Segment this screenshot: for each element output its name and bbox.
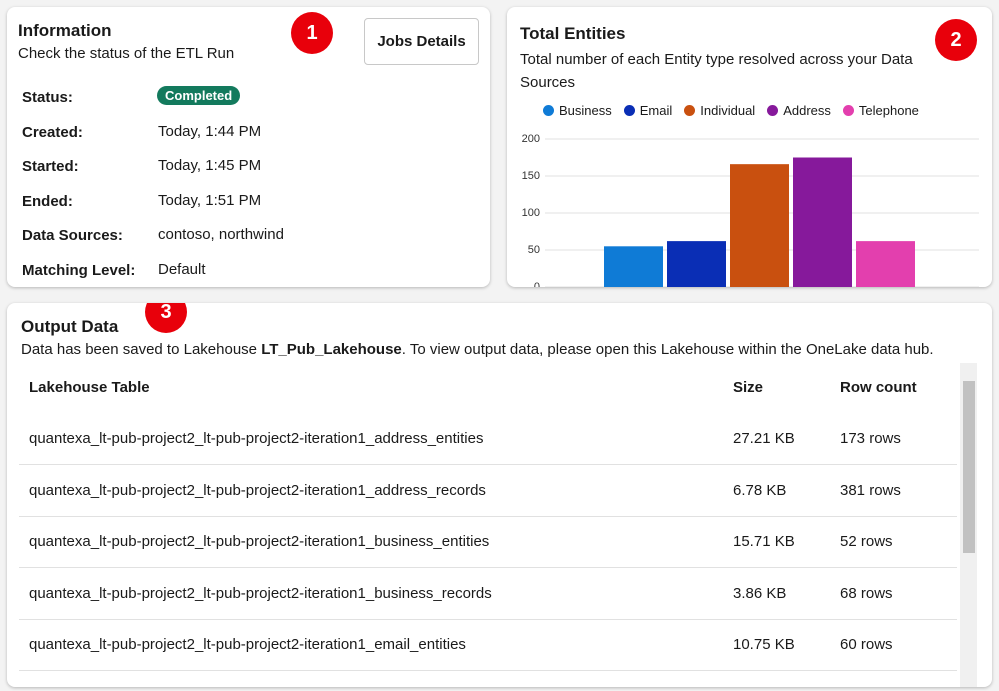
field-label: Ended: xyxy=(22,192,73,210)
table-row: quantexa_lt-pub-project2_lt-pub-project2… xyxy=(19,568,957,620)
chart-card: Total Entities Total number of each Enti… xyxy=(507,7,992,287)
field-label: Created: xyxy=(22,123,83,141)
column-header: Row count xyxy=(840,379,917,396)
chart: 0 50 100 150 200 xyxy=(522,133,979,287)
chart-title: Total Entities xyxy=(520,24,626,43)
legend-label: Telephone xyxy=(858,103,919,118)
table-cell: quantexa_lt-pub-project2_lt-pub-project2… xyxy=(29,481,486,499)
bar xyxy=(604,246,663,287)
output-description: Data has been saved to Lakehouse LT_Pub_… xyxy=(21,341,934,358)
y-tick-label: 0 xyxy=(534,281,540,287)
field-value: Default xyxy=(158,260,206,278)
legend-label: Individual xyxy=(700,103,756,118)
field-label: Matching Level: xyxy=(22,261,136,279)
output-card: Output Data 3 Data has been saved to Lak… xyxy=(7,303,992,687)
info-card: Information Check the status of the ETL … xyxy=(7,7,490,287)
table-cell: quantexa_lt-pub-project2_lt-pub-project2… xyxy=(29,584,492,602)
scrollbar[interactable] xyxy=(960,363,977,687)
field-value: Today, 1:44 PM xyxy=(158,122,262,140)
legend-item: Business xyxy=(543,103,612,118)
text: Data has been saved to Lakehouse xyxy=(21,341,262,358)
field-label: Started: xyxy=(22,158,79,175)
table-row: quantexa_lt-pub-project2_lt-pub-project2… xyxy=(19,465,957,517)
legend: Business Email Individual Address Telephone xyxy=(543,103,919,118)
legend-label: Email xyxy=(639,103,673,118)
field-value: Today, 1:45 PM xyxy=(158,157,262,174)
field-value: contoso, northwind xyxy=(158,226,284,243)
legend-swatch xyxy=(842,105,854,116)
y-tick-label: 150 xyxy=(522,170,540,182)
table-cell: 52 rows xyxy=(840,533,893,550)
output-title: Output Data xyxy=(21,317,119,336)
legend-swatch xyxy=(543,105,554,116)
column-header: Size xyxy=(733,379,764,396)
table-cell: quantexa_lt-pub-project2_lt-pub-project2… xyxy=(29,430,484,447)
table-cell: 10.75 KB xyxy=(733,636,795,653)
table-cell: 27.21 KB xyxy=(733,430,795,447)
info-subtitle: Check the status of the ETL Run xyxy=(18,45,235,62)
bar xyxy=(667,241,726,287)
table-row: quantexa_lt-pub-project2_lt-pub-project2… xyxy=(19,516,957,568)
legend-swatch xyxy=(767,105,779,116)
table-cell: 173 rows xyxy=(840,430,901,447)
lakehouse-name: LT_Pub_Lakehouse xyxy=(261,341,402,358)
table-row: quantexa_lt-pub-project2_lt-pub-project2… xyxy=(19,413,957,465)
field-label: Status: xyxy=(22,89,73,106)
field-value: Completed xyxy=(157,86,241,105)
info-title: Information xyxy=(18,21,112,40)
column-header: Lakehouse Table xyxy=(29,379,150,396)
legend-item: Address xyxy=(767,103,831,118)
bar xyxy=(793,157,852,287)
marker: 3 xyxy=(145,303,187,333)
table-cell: quantexa_lt-pub-project2_lt-pub-project2… xyxy=(29,636,466,653)
table: Lakehouse Table Size Row count quantexa_lt-… xyxy=(7,363,967,687)
table-cell: 15.71 KB xyxy=(733,533,795,550)
table-cell: 60 rows xyxy=(840,636,893,653)
table-cell: 381 rows xyxy=(840,481,901,499)
y-tick-label: 100 xyxy=(522,207,540,219)
legend-swatch xyxy=(623,105,635,116)
field-value: Today, 1:51 PM xyxy=(158,191,262,209)
table-row: quantexa_lt-pub-project2_lt-pub-project2… xyxy=(19,619,957,671)
chart-subtitle: Total number of each Entity type resolve… xyxy=(520,51,913,91)
scroll-thumb[interactable] xyxy=(963,381,975,553)
legend-label: Business xyxy=(559,103,612,118)
legend-swatch xyxy=(684,105,696,116)
table-cell: 68 rows xyxy=(840,584,893,602)
legend-label: Address xyxy=(783,103,831,118)
marker: 2 xyxy=(935,19,977,61)
y-tick-label: 50 xyxy=(528,244,540,256)
text: . To view output data, please open this … xyxy=(401,341,934,358)
jobs-details-button[interactable]: Jobs Details xyxy=(364,18,479,65)
legend-item: Individual xyxy=(684,103,755,118)
bar xyxy=(856,241,915,287)
legend-item: Email xyxy=(623,103,673,118)
table-cell: 3.86 KB xyxy=(733,584,787,602)
table-cell: 6.78 KB xyxy=(733,481,787,499)
field-label: Data Sources: xyxy=(22,227,123,244)
y-tick-label: 200 xyxy=(522,133,540,145)
bar xyxy=(730,164,789,287)
table-header: Lakehouse Table Size Row count xyxy=(19,363,957,414)
table-cell: quantexa_lt-pub-project2_lt-pub-project2… xyxy=(29,533,490,550)
legend-item: Telephone xyxy=(842,103,919,118)
marker: 1 xyxy=(291,12,333,54)
